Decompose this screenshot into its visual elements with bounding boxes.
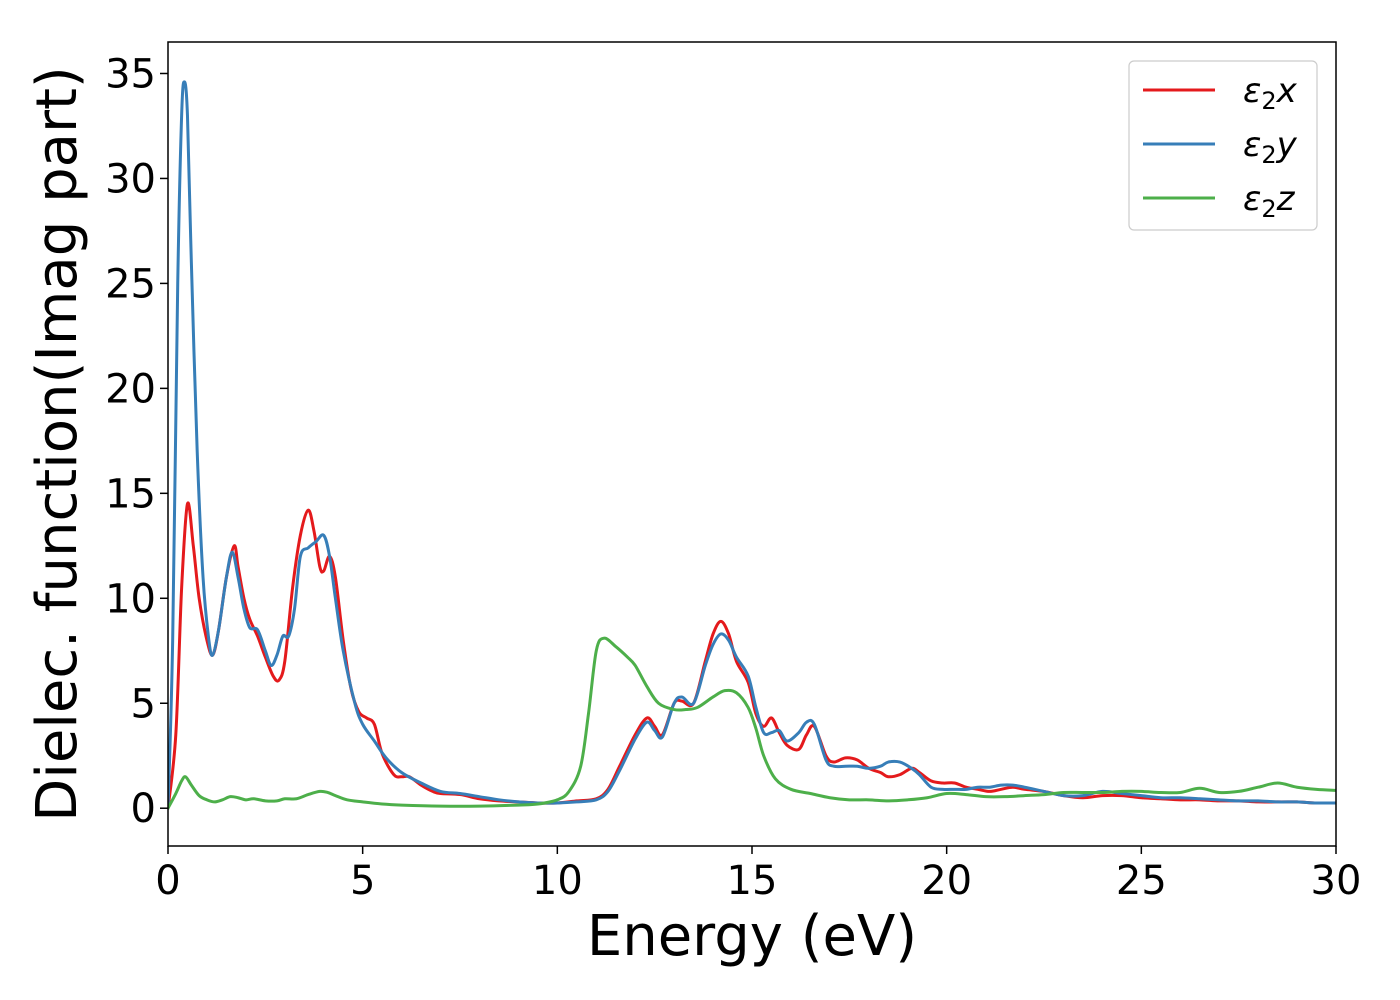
series-line-x	[168, 501, 1336, 810]
x-tick-label: 0	[155, 858, 180, 904]
y-tick-label: 20	[105, 366, 156, 412]
x-tick-label: 15	[727, 858, 778, 904]
y-tick-label: 25	[105, 261, 156, 307]
x-axis-ticks: 0 5 10 15 20 25 30	[155, 846, 1361, 904]
x-tick-label: 5	[350, 858, 375, 904]
x-axis-label: Energy (eV)	[587, 904, 917, 969]
legend-box	[1128, 60, 1318, 231]
y-tick-label: 35	[105, 51, 156, 97]
x-tick-label: 30	[1311, 858, 1362, 904]
y-tick-label: 0	[131, 786, 156, 832]
y-tick-label: 10	[105, 576, 156, 622]
legend-label-y: ε2y	[1243, 125, 1298, 169]
y-tick-label: 30	[105, 156, 156, 202]
x-tick-label: 10	[532, 858, 583, 904]
x-tick-label: 20	[921, 858, 972, 904]
y-axis-label: Dielec. function(Imag part)	[25, 66, 90, 822]
series-line-y	[168, 80, 1336, 810]
series-line-z	[168, 636, 1336, 810]
series-layer	[168, 80, 1336, 810]
legend: ε2x ε2y ε2z	[1128, 60, 1318, 231]
y-tick-label: 5	[131, 681, 156, 727]
y-axis-ticks: 0 5 10 15 20 25 30 35	[105, 51, 168, 832]
legend-label-z: ε2z	[1243, 179, 1296, 223]
legend-label-x: ε2x	[1243, 71, 1298, 115]
x-tick-label: 25	[1116, 858, 1167, 904]
y-tick-label: 15	[105, 471, 156, 517]
